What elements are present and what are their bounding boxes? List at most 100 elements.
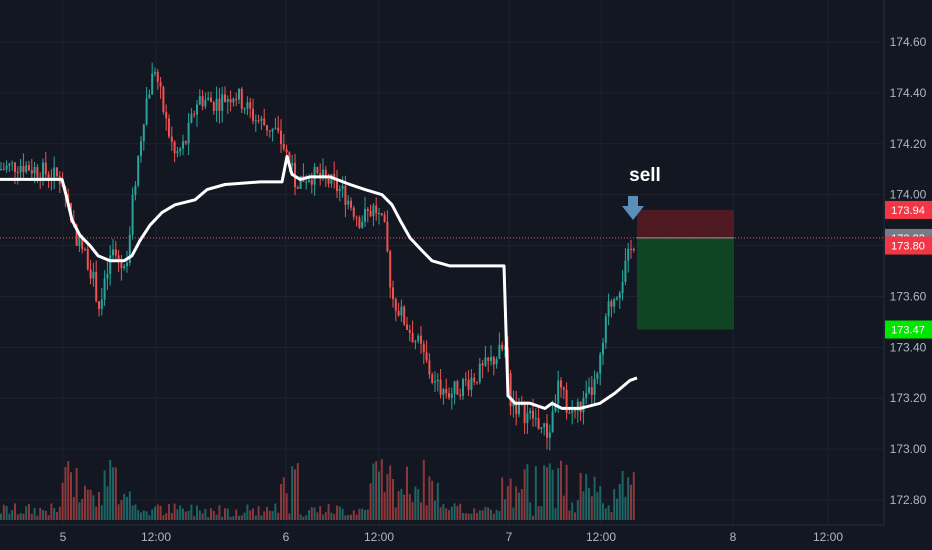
candle-body xyxy=(621,281,624,294)
volume-bar xyxy=(386,474,389,520)
candle-body xyxy=(112,249,114,256)
candle-body xyxy=(246,102,249,109)
volume-bar xyxy=(512,507,515,520)
volume-bar xyxy=(109,459,112,520)
volume-bar xyxy=(8,513,11,520)
candle-body xyxy=(187,122,190,144)
candles xyxy=(0,62,635,451)
candle-body xyxy=(462,379,464,396)
candle-body xyxy=(431,374,434,383)
candle-body xyxy=(207,97,210,100)
volume-bar xyxy=(515,486,518,520)
candle-body xyxy=(613,299,616,307)
volume-bar xyxy=(593,476,596,520)
candle-body xyxy=(571,410,574,413)
volume-bar xyxy=(333,514,336,520)
candle-body xyxy=(543,423,546,428)
volume-bar xyxy=(126,497,128,520)
candle-body xyxy=(336,178,338,192)
candle-body xyxy=(394,298,397,311)
candle-body xyxy=(84,248,86,250)
volume-bar xyxy=(372,463,375,520)
volume-bar xyxy=(607,505,610,520)
candle-body xyxy=(557,380,560,404)
volume-bar xyxy=(165,513,168,520)
candle-body xyxy=(86,248,89,270)
volume-bar xyxy=(56,511,58,520)
volume-bar xyxy=(268,510,271,520)
volume-bar xyxy=(347,514,350,520)
candle-body xyxy=(240,88,243,109)
candle-body xyxy=(305,181,308,183)
candle-body xyxy=(114,249,117,256)
candle-body xyxy=(450,393,453,398)
candle-body xyxy=(498,344,501,359)
candle-body xyxy=(142,124,145,142)
candle-body xyxy=(168,118,170,137)
candle-body xyxy=(198,96,201,105)
candle-body xyxy=(282,144,285,150)
volume-bar xyxy=(254,515,257,520)
stop-price-badge xyxy=(885,200,932,219)
volume-bar xyxy=(481,510,484,520)
volume-bar xyxy=(159,505,162,520)
candle-body xyxy=(109,255,112,274)
volume-bar xyxy=(532,515,534,520)
candle-body xyxy=(551,411,554,433)
volume-bar xyxy=(193,516,196,520)
candle-body xyxy=(484,357,487,366)
candle-body xyxy=(355,216,358,218)
candle-body xyxy=(537,418,540,429)
candle-body xyxy=(190,113,193,123)
candle-body xyxy=(173,141,176,154)
candle-body xyxy=(137,156,140,186)
candle-body xyxy=(182,141,184,149)
y-tick-label: 173.00 xyxy=(890,442,927,456)
candle-body xyxy=(53,167,56,180)
candle-body xyxy=(434,381,436,383)
volume-bar xyxy=(92,495,95,520)
candle-body xyxy=(218,98,221,111)
candle-body xyxy=(285,149,288,153)
volume-bar xyxy=(537,506,540,520)
x-axis[interactable]: 5 12:00 6 12:00 7 12:00 8 12:00 xyxy=(60,530,844,544)
volume-bar xyxy=(53,508,56,520)
volume-bar xyxy=(316,512,319,520)
entry-price-badge xyxy=(885,236,932,255)
candle-body xyxy=(260,118,263,121)
candle-body xyxy=(341,185,344,190)
volume-bar xyxy=(67,461,70,520)
volume-bar xyxy=(431,480,434,520)
x-tick-label: 12:00 xyxy=(586,530,616,544)
candle-body xyxy=(495,358,498,365)
candle-body xyxy=(467,379,470,390)
candle-body xyxy=(316,166,319,173)
volume-bar xyxy=(33,507,36,520)
candle-body xyxy=(274,127,277,129)
candle-body xyxy=(448,393,450,398)
volume-bar xyxy=(420,502,422,520)
candle-body xyxy=(5,165,8,170)
candle-body xyxy=(33,166,36,174)
volume-bar xyxy=(145,511,148,520)
volume-bar xyxy=(75,467,78,520)
volume-bar xyxy=(378,471,380,520)
y-axis[interactable]: 172.80 173.00 173.20 173.40 173.60 173.80 174.… xyxy=(890,35,927,507)
volume-bar xyxy=(582,491,585,520)
candle-body xyxy=(103,278,106,300)
volume-bar xyxy=(484,507,487,520)
volume-bar xyxy=(358,508,361,520)
volume-bar xyxy=(392,479,394,520)
candle-body xyxy=(347,200,350,205)
candle-body xyxy=(271,128,274,132)
position-tool[interactable] xyxy=(637,209,734,330)
volume-bar xyxy=(450,506,453,520)
candle-body xyxy=(529,410,532,414)
volume-bar xyxy=(336,505,338,520)
candle-body xyxy=(28,165,30,171)
candle-body xyxy=(417,335,420,342)
volume-bar xyxy=(341,508,344,520)
candle-body xyxy=(361,221,364,228)
volume-bar xyxy=(179,505,182,520)
